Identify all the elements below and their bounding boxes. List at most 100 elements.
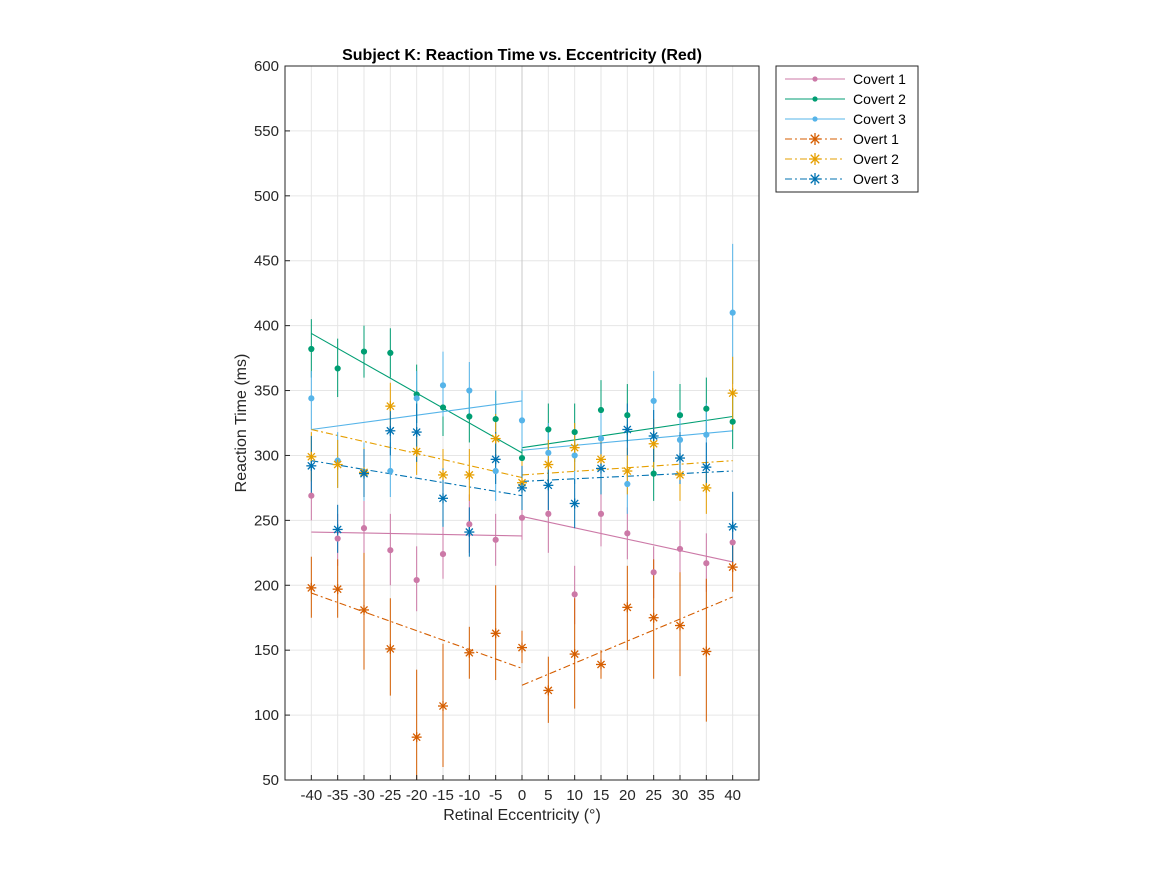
y-tick-label: 300	[254, 447, 279, 464]
overt-2-point	[438, 469, 448, 480]
x-tick-label: 0	[518, 787, 526, 804]
x-tick-label: -5	[489, 787, 502, 804]
covert-1-point	[439, 551, 447, 558]
covert-3-point	[650, 397, 657, 405]
covert-2-point	[650, 470, 657, 477]
asterisk-stroke	[491, 629, 500, 638]
overt-3-point	[332, 524, 343, 535]
asterisk-stroke	[465, 648, 474, 657]
y-tick-label: 450	[254, 253, 279, 270]
y-tick-label: 400	[254, 318, 279, 335]
x-tick-label: 25	[645, 787, 662, 804]
asterisk-stroke	[649, 613, 658, 622]
x-tick-label: -20	[406, 787, 428, 804]
asterisk-stroke	[597, 464, 605, 473]
covert-3-point	[571, 452, 578, 459]
covert-3-point	[387, 467, 394, 475]
y-tick-label: 500	[254, 188, 279, 205]
overt-3-point	[359, 468, 369, 479]
overt-3-point	[727, 521, 738, 532]
asterisk-stroke	[307, 583, 316, 592]
covert-3-point	[308, 395, 315, 402]
overt-3-point	[675, 453, 685, 464]
asterisk-stroke	[333, 460, 342, 469]
asterisk-stroke	[333, 585, 342, 594]
asterisk-stroke	[386, 644, 395, 653]
overt-3-point	[490, 454, 501, 465]
covert-2-point	[545, 426, 552, 433]
overt-2-point	[675, 469, 685, 480]
y-tick-label: 50	[262, 772, 279, 789]
overt-2-point	[306, 451, 317, 462]
data-markers	[306, 309, 738, 743]
overt-3-point	[411, 427, 422, 438]
covert-1-fit-left	[311, 531, 523, 537]
covert-2-point	[624, 412, 631, 419]
legend-marker-covert-1	[812, 76, 818, 82]
asterisk-stroke	[728, 389, 737, 398]
asterisk-stroke	[676, 470, 684, 479]
overt-1-point	[675, 620, 685, 631]
legend-marker-covert-2	[812, 96, 818, 102]
x-tick-label: -25	[379, 787, 401, 804]
covert-1-point	[650, 569, 657, 576]
overt-3-point	[569, 498, 580, 509]
overt-1-point	[648, 612, 659, 623]
asterisk-stroke	[597, 455, 605, 464]
overt-2-point	[490, 433, 501, 444]
overt-1-point	[438, 701, 448, 712]
covert-3-point	[545, 449, 552, 456]
asterisk-stroke	[649, 431, 658, 440]
covert-1-point	[466, 521, 473, 528]
overt-1-point	[306, 582, 317, 593]
x-tick-label: -30	[353, 787, 375, 804]
legend-label-overt-1: Overt 1	[853, 131, 899, 147]
x-tick-label: 35	[698, 787, 715, 804]
legend-box	[775, 65, 919, 193]
asterisk-stroke	[491, 455, 500, 464]
covert-1-point	[545, 510, 552, 517]
overt-3-point	[464, 527, 475, 538]
asterisk-stroke	[518, 643, 526, 652]
asterisk-stroke	[570, 443, 579, 452]
x-tick-label: 15	[593, 787, 610, 804]
asterisk-stroke	[360, 469, 368, 478]
y-tick-label: 600	[254, 58, 279, 75]
overt-3-fit-left	[311, 460, 523, 497]
asterisk-stroke	[570, 650, 579, 659]
asterisk-stroke	[412, 428, 421, 437]
covert-1-point	[703, 560, 710, 567]
legend-label-covert-2: Covert 2	[853, 91, 906, 107]
legend-label-overt-2: Overt 2	[853, 151, 899, 167]
covert-3-point	[518, 417, 526, 424]
covert-2-point	[518, 454, 526, 462]
overt-1-fit-right	[521, 596, 733, 686]
covert-1-point	[360, 525, 368, 532]
covert-1-point	[492, 536, 499, 543]
covert-2-point	[597, 406, 605, 414]
x-tick-label: -10	[458, 787, 480, 804]
asterisk-stroke	[702, 463, 711, 472]
x-tick-label: -15	[432, 787, 454, 804]
asterisk-stroke	[676, 454, 684, 463]
axis-ticks: -40 -35 -30 -25 -20 -15 -10 -5 0 5 10 15 20 25 30 35 40 5…	[254, 58, 741, 804]
asterisk-stroke	[386, 402, 395, 411]
asterisk-stroke	[702, 647, 711, 656]
overt-1-point	[385, 643, 396, 654]
chart-title: Subject K: Reaction Time vs. Eccentricit…	[342, 47, 702, 64]
legend-items: Covert 1 Covert 2 Covert 3 Overt 1 Overt 2 Ov…	[785, 71, 906, 187]
overt-2-point	[727, 388, 738, 399]
overt-3-point	[438, 493, 448, 504]
overt-3-point	[648, 430, 659, 441]
fit-lines	[311, 332, 733, 686]
x-tick-label: 20	[619, 787, 636, 804]
asterisk-stroke	[439, 494, 447, 503]
legend-label-covert-1: Covert 1	[853, 71, 906, 87]
asterisk-stroke	[728, 563, 737, 572]
asterisk-stroke	[810, 154, 820, 164]
covert-2-point	[703, 405, 710, 412]
asterisk-stroke	[360, 605, 368, 614]
asterisk-stroke	[544, 686, 553, 695]
covert-3-point	[439, 382, 447, 389]
